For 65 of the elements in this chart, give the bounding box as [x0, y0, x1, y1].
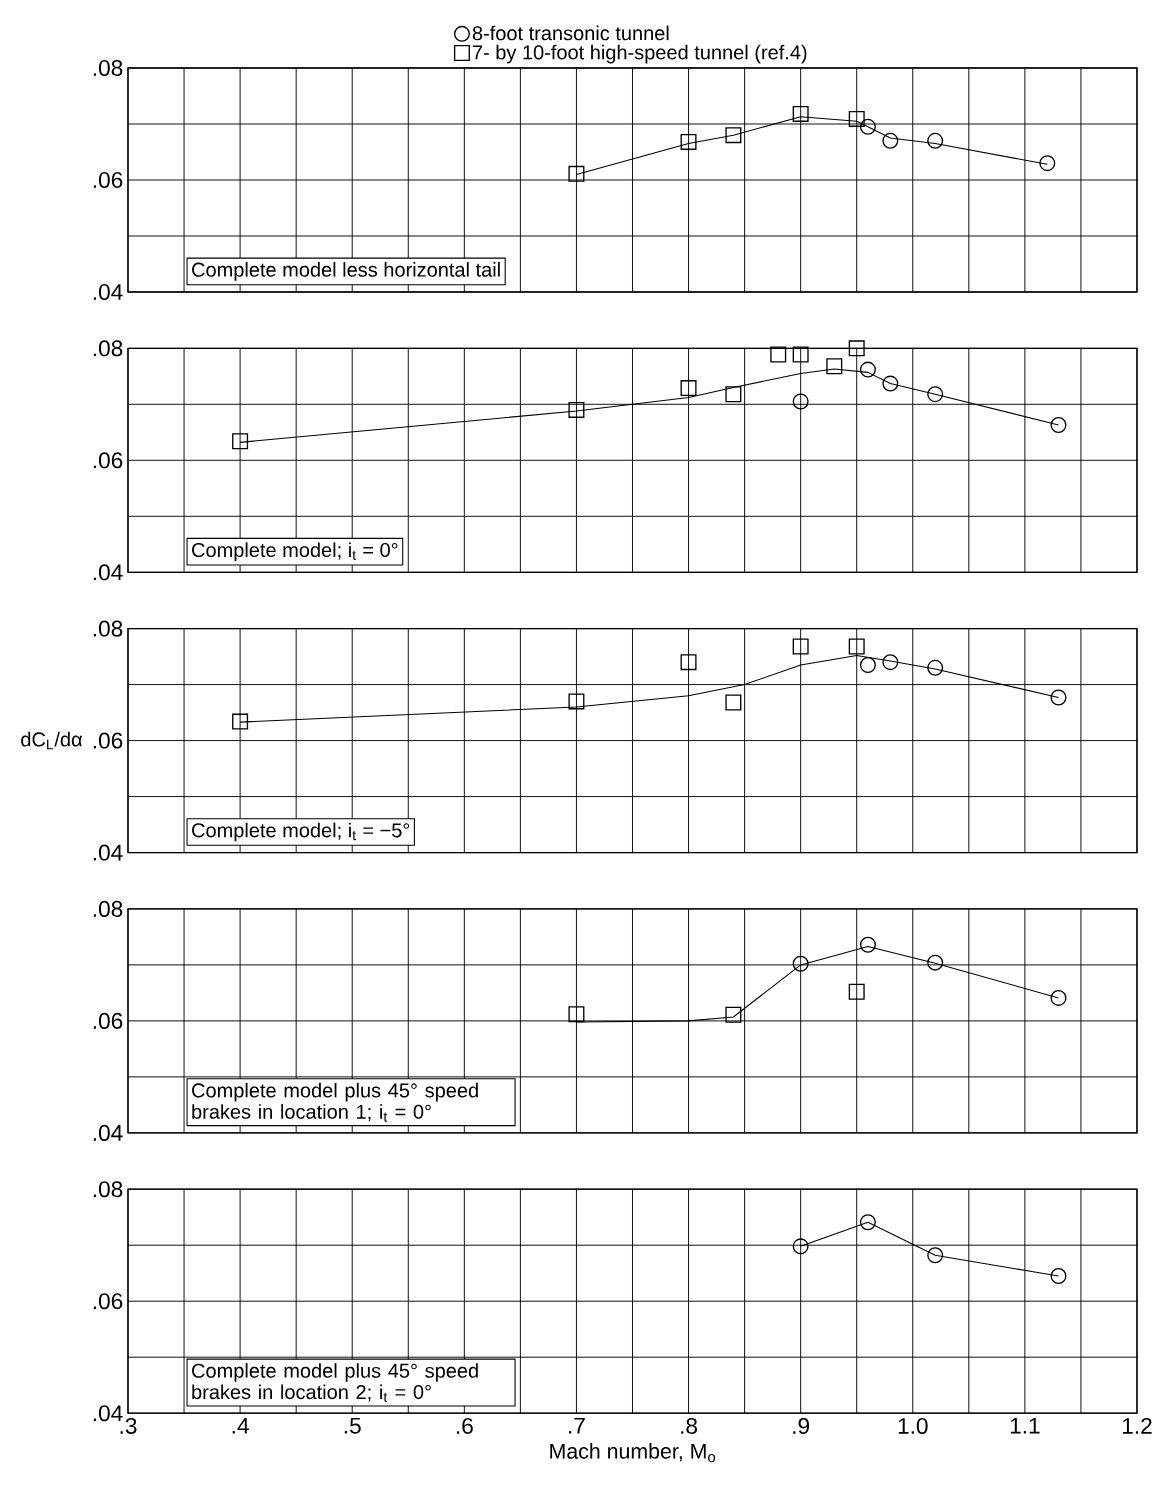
annotation: Complete model; i$_{t}$ = −5° — [192, 822, 410, 842]
point — [859, 1214, 876, 1231]
y-tick-label: .06 — [93, 452, 123, 469]
y-tick-label: .04 — [93, 844, 123, 861]
point — [792, 1238, 809, 1255]
y-tick-label: .08 — [93, 900, 123, 917]
x-tick-label: .4 — [232, 1417, 249, 1434]
point — [680, 380, 697, 397]
point — [859, 361, 876, 378]
point — [568, 401, 585, 418]
point — [792, 393, 809, 410]
x-tick-label: 1.1 — [1010, 1417, 1040, 1434]
annotation: Complete model less horizontal tail — [192, 262, 500, 281]
point — [568, 165, 585, 182]
y-tick-label: .06 — [93, 732, 123, 749]
point — [1050, 1267, 1067, 1284]
y-tick-label: .04 — [93, 283, 123, 301]
y-tick-label: .08 — [93, 1181, 123, 1198]
point — [882, 132, 899, 149]
y-tick-label: .08 — [93, 620, 123, 637]
point — [859, 118, 876, 135]
point — [1050, 989, 1067, 1006]
point — [680, 133, 697, 150]
point — [792, 955, 809, 972]
annotation: Complete model; i$_{t}$ = 0° — [192, 542, 398, 562]
annotation: Complete model plus 45° speed brakes in location 1; i$_{t}$ = 0° — [192, 1082, 478, 1122]
point — [1050, 417, 1067, 434]
y-tick-label: .04 — [93, 1124, 123, 1141]
x-tick-label: 1.2 — [1122, 1417, 1152, 1434]
y-tick-label: .06 — [93, 1012, 123, 1029]
y-tick-label: .06 — [93, 171, 123, 189]
point — [725, 386, 742, 403]
point — [232, 433, 249, 450]
point — [568, 1006, 585, 1023]
point — [792, 346, 809, 363]
x-tick-label: .6 — [456, 1417, 473, 1434]
point — [725, 127, 742, 144]
y-tick-label: .06 — [93, 1293, 123, 1310]
point — [1039, 155, 1056, 172]
point — [725, 1006, 742, 1023]
point — [927, 132, 944, 149]
point — [927, 386, 944, 403]
point — [882, 375, 899, 392]
y-tick-label: .08 — [93, 59, 123, 77]
point — [859, 936, 876, 953]
point — [792, 105, 809, 122]
point — [770, 346, 787, 363]
x-tick-label: .5 — [344, 1417, 361, 1434]
point — [927, 1247, 944, 1264]
point — [848, 983, 865, 1000]
y-tick-label: .04 — [93, 564, 123, 581]
point — [927, 954, 944, 971]
y-axis-title: dC$_{L}$/dα — [21, 731, 83, 750]
point — [848, 110, 865, 127]
y-tick-label: .08 — [93, 340, 123, 357]
x-tick-label: .8 — [681, 1417, 698, 1434]
point — [848, 340, 865, 357]
legend-label: 7- by 10-foot high-speed tunnel (ref.4) — [472, 44, 807, 64]
x-tick-label: .7 — [569, 1417, 585, 1434]
x-tick-label: 1.0 — [898, 1417, 928, 1434]
legend-label: 8-foot transonic tunnel — [472, 25, 669, 41]
annotation: Complete model plus 45° speed brakes in location 2; i$_{t}$ = 0° — [192, 1363, 478, 1402]
x-axis-title: Mach number, M$_{o}$ — [550, 1443, 716, 1463]
point — [826, 358, 843, 375]
x-tick-label: .9 — [793, 1417, 810, 1434]
